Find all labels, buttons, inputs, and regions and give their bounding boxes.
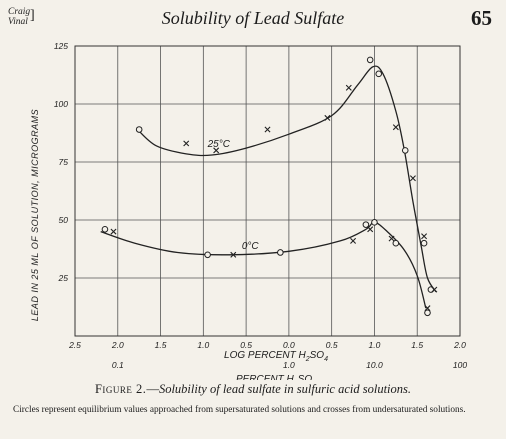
author-line-2: Vinal [8, 17, 28, 27]
cross-point [350, 237, 357, 244]
series-label-25c: 25°C [207, 139, 231, 150]
x-tick-label-log: 2.5 [68, 340, 81, 350]
x-tick-label-log: 2.0 [111, 340, 124, 350]
circle-point [366, 56, 374, 64]
circle-point [375, 70, 383, 78]
x-tick-label-log: 1.0 [197, 340, 209, 350]
cross-point [183, 140, 190, 147]
y-tick-label: 125 [54, 41, 68, 51]
cross-point [264, 126, 271, 133]
y-tick-label: 100 [54, 99, 68, 109]
circle-point [371, 219, 378, 226]
curve-25c [137, 65, 437, 293]
circle-point [362, 221, 370, 228]
data-points [101, 56, 438, 317]
x-tick-label-log: 0.5 [326, 340, 338, 350]
cross-point [324, 114, 331, 121]
circle-point [135, 126, 143, 133]
x-axis-label-log: LOG PERCENT H2SO4 [224, 350, 328, 363]
circle-point [277, 249, 284, 256]
cross-point [431, 286, 438, 293]
solubility-chart: 125 100 75 50 25 2.5 2.0 1.5 1.0 0.5 0.0 0.5 1.0 1.5 2… [30, 41, 468, 380]
author-names: Craig Vinal ] [8, 7, 35, 27]
x-tick-label-log: 1.0 [369, 340, 381, 350]
x-tick-label-log: 0.5 [240, 340, 252, 350]
series-label-0c: 0°C [242, 241, 260, 252]
cross-point [421, 233, 428, 240]
y-tick-label: 25 [58, 273, 69, 283]
axis-ticks: 125 100 75 50 25 2.5 2.0 1.5 1.0 0.5 0.0 0.5 1.0 1.5 2… [54, 41, 468, 370]
curves [100, 65, 437, 309]
circle-point [420, 239, 428, 247]
caption-text: Solubility of lead sulfate in sulfuric a… [158, 382, 412, 396]
cross-point [367, 226, 374, 233]
page-number: 65 [471, 6, 492, 30]
figure-note: Circles represent equilibrium values app… [13, 405, 466, 415]
cross-point [388, 235, 395, 242]
cross-point [110, 228, 117, 235]
x-tick-label-log: 1.5 [155, 340, 167, 350]
author-line-1: Craig [8, 7, 31, 17]
cross-point [213, 147, 220, 154]
y-axis-label: LEAD IN 25 ML OF SOLUTION, MICROGRAMS [30, 109, 40, 321]
x-tick-label-percent: 100 [453, 360, 467, 370]
circle-point [424, 309, 431, 317]
plot-frame [74, 45, 461, 337]
figure-caption: Figure 2.—Solubility of lead sulfate in … [0, 382, 506, 397]
y-tick-label: 50 [59, 215, 69, 225]
cross-point [409, 175, 416, 182]
curve-0c [100, 221, 427, 309]
x-axis-label-percent: PERCENT H2SO4 [236, 374, 316, 380]
x-tick-label-log: 2.0 [453, 340, 466, 350]
figure-label: Figure 2. [94, 382, 147, 396]
running-title: Solubility of Lead Sulfate [161, 8, 345, 28]
x-tick-label-percent: 1.0 [283, 360, 295, 370]
page-header: Craig Vinal ] Solubility of Lead Sulfate… [0, 0, 506, 40]
chart-grid [75, 46, 460, 336]
y-tick-label: 75 [59, 157, 69, 167]
circle-point [204, 251, 211, 259]
cross-point [424, 305, 431, 312]
x-tick-label-percent: 0.1 [112, 360, 124, 370]
circle-point [101, 225, 109, 233]
x-tick-label-percent: 10.0 [366, 360, 383, 370]
circle-point [392, 239, 400, 247]
circle-point [401, 147, 409, 154]
cross-point [230, 251, 237, 258]
cross-point [392, 124, 399, 131]
x-tick-label-log: 1.5 [411, 340, 423, 350]
cross-point [345, 84, 352, 91]
x-tick-label-log: 0.0 [283, 340, 295, 350]
author-bracket: ] [30, 8, 35, 23]
caption-dash: — [146, 382, 159, 396]
